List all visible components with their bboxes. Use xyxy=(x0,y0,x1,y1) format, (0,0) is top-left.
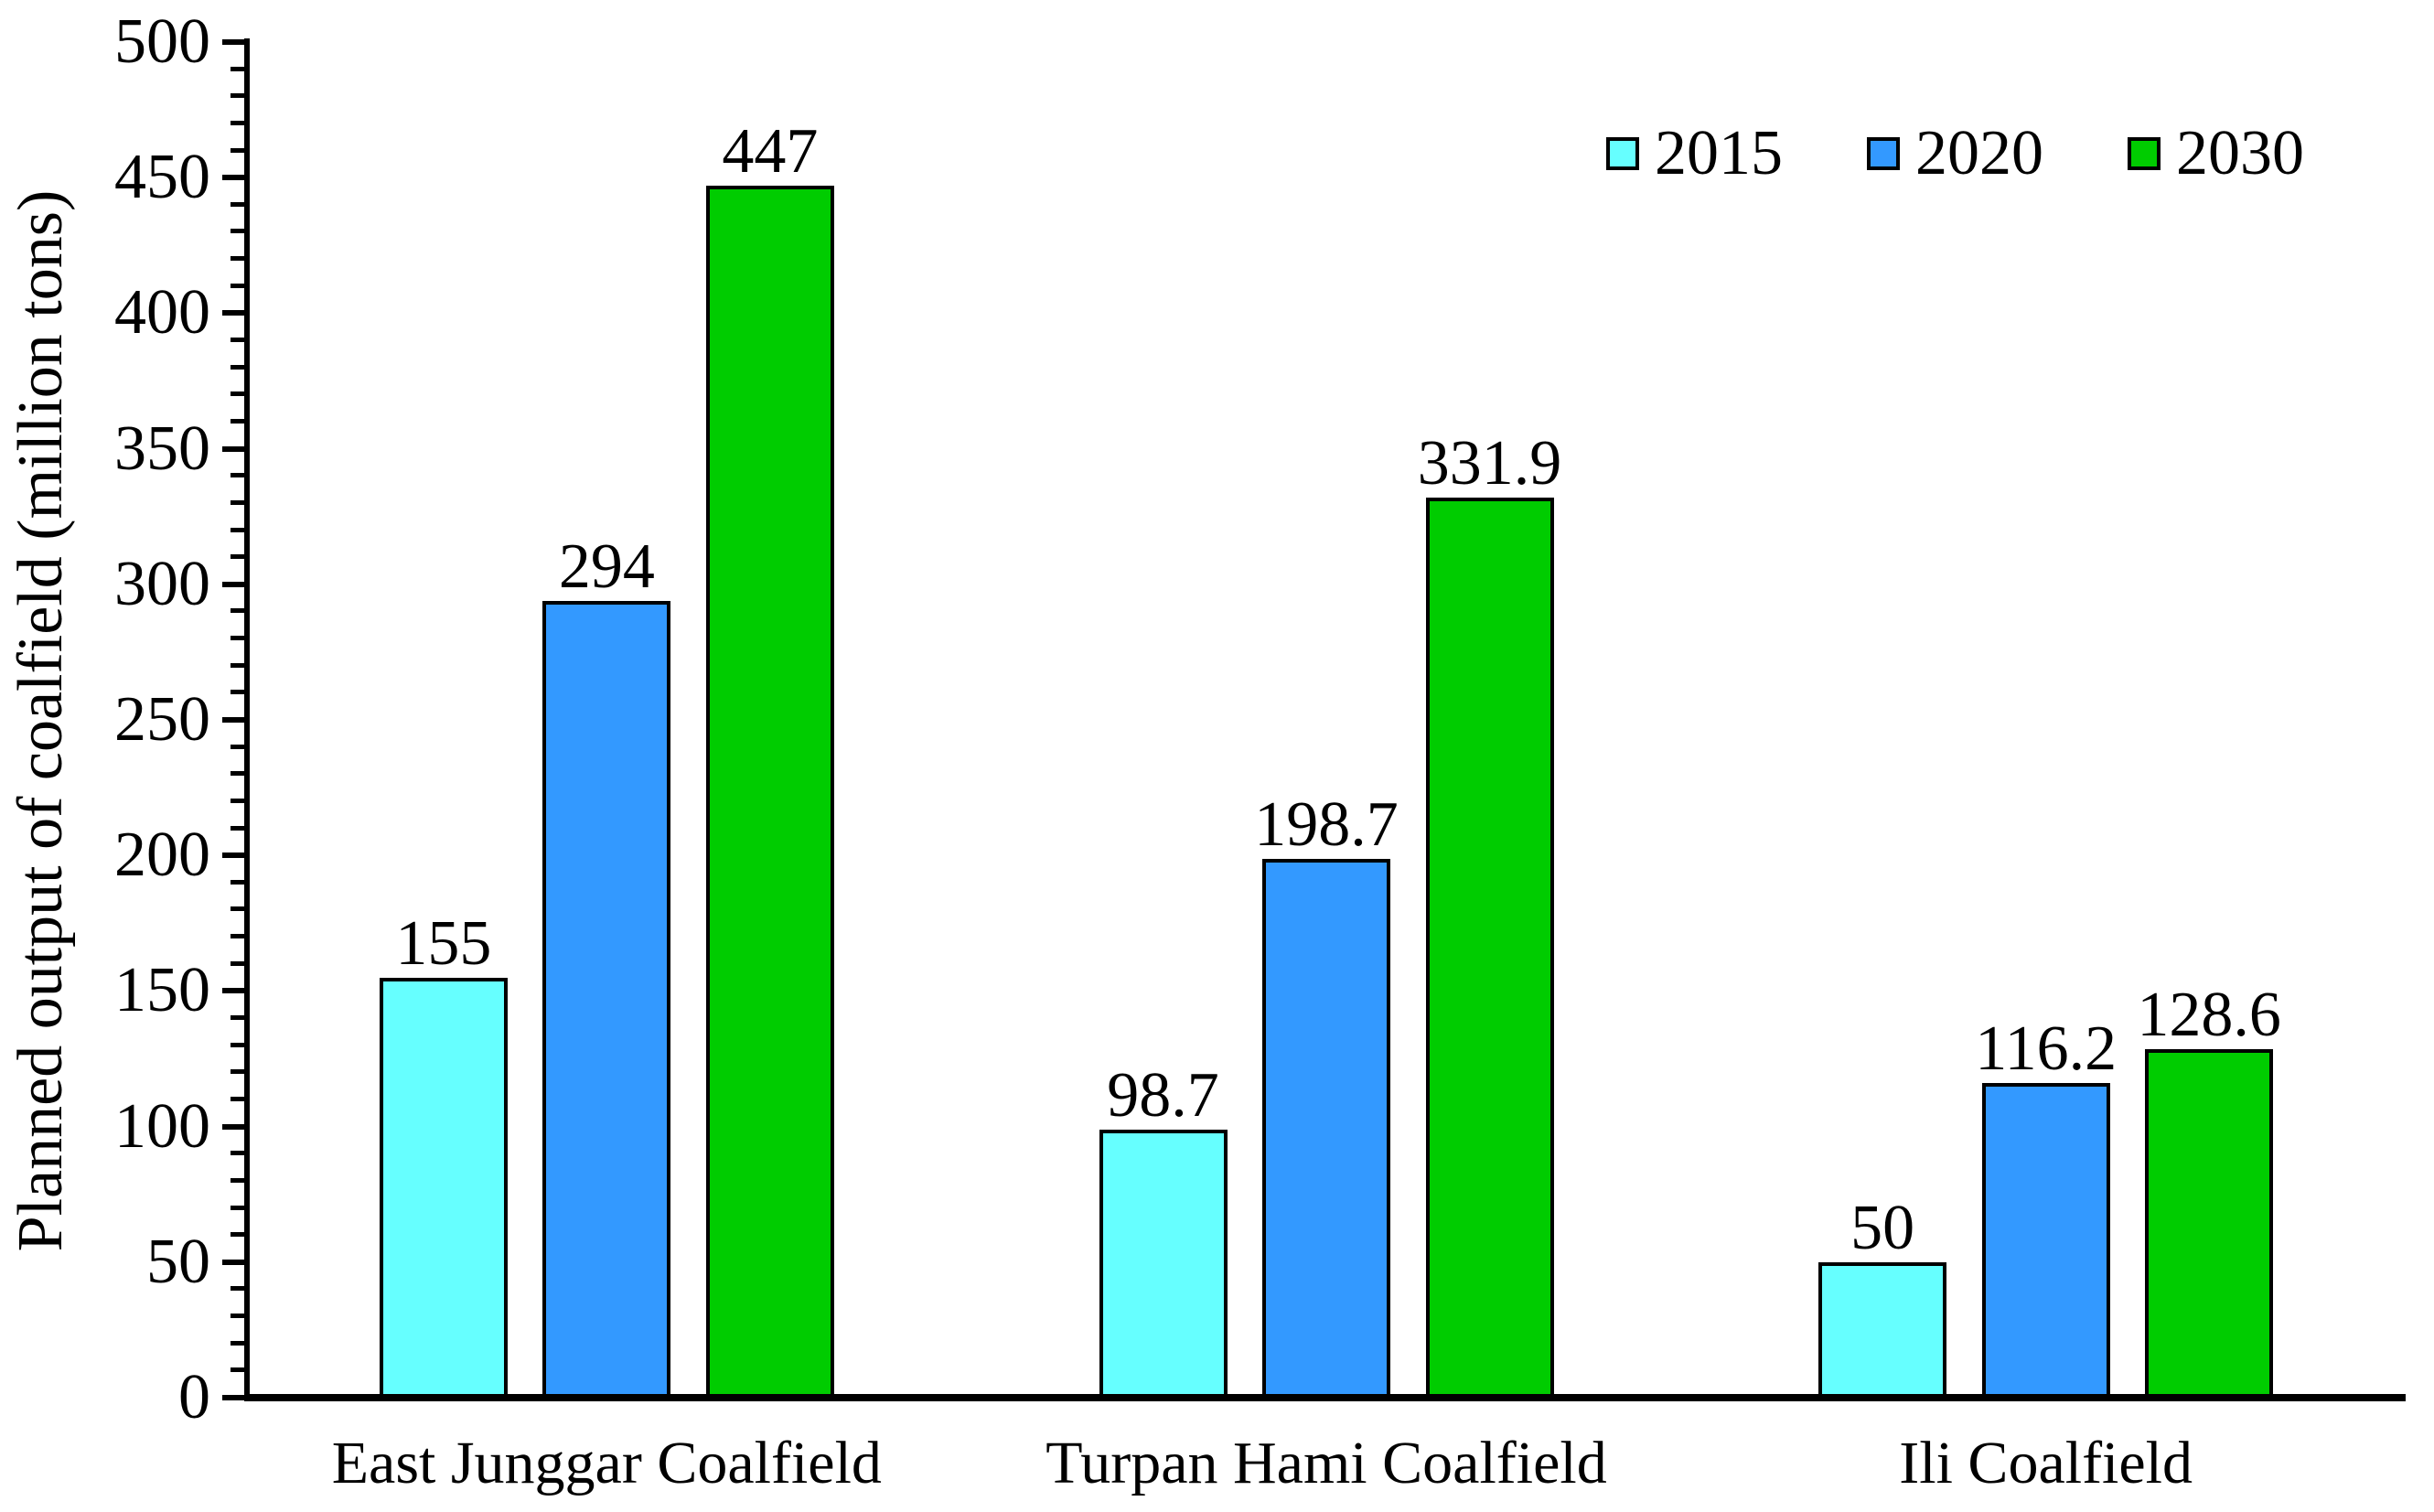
y-tick-label: 100 xyxy=(114,1090,210,1162)
legend-swatch-icon xyxy=(1606,137,1639,170)
legend: 2015 2020 2030 xyxy=(1606,122,2304,186)
y-major-tick xyxy=(222,175,247,181)
y-tick-label: 150 xyxy=(114,955,210,1026)
legend-label: 2015 xyxy=(1655,118,1783,188)
y-minor-tick xyxy=(231,1177,246,1183)
y-major-tick xyxy=(222,310,247,316)
bar-2020-turpan-hami-coalfield xyxy=(1262,859,1390,1398)
legend-label: 2030 xyxy=(2176,118,2304,188)
category-label: Turpan Hami Coalfield xyxy=(1045,1430,1607,1496)
y-minor-tick xyxy=(231,906,246,912)
category-label: Ili Coalfield xyxy=(1899,1430,2193,1496)
legend-label: 2020 xyxy=(1915,118,2043,188)
bar-value-label: 116.2 xyxy=(1975,1013,2118,1084)
bar-value-label: 331.9 xyxy=(1417,428,1562,499)
bar-value-label: 155 xyxy=(395,907,492,979)
y-minor-tick xyxy=(231,744,246,749)
bar-value-label: 98.7 xyxy=(1107,1060,1219,1131)
y-minor-tick xyxy=(231,636,246,641)
y-major-tick xyxy=(222,581,247,587)
bar-value-label: 128.6 xyxy=(2137,979,2281,1050)
y-tick-label: 450 xyxy=(114,142,210,213)
y-major-tick xyxy=(222,1395,247,1400)
y-minor-tick xyxy=(231,120,246,125)
y-tick-label: 0 xyxy=(178,1362,210,1432)
y-minor-tick xyxy=(231,879,246,885)
y-major-tick xyxy=(222,1259,247,1265)
y-minor-tick xyxy=(231,1015,246,1021)
bar-2015-east-junggar-coalfield xyxy=(379,977,508,1398)
y-minor-tick xyxy=(231,201,246,207)
y-minor-tick xyxy=(231,147,246,153)
y-axis-line xyxy=(244,38,250,1401)
y-minor-tick xyxy=(231,690,246,695)
y-minor-tick xyxy=(231,608,246,614)
y-minor-tick xyxy=(231,256,246,262)
y-minor-tick xyxy=(231,798,246,803)
y-minor-tick xyxy=(231,554,246,560)
bar-value-label: 50 xyxy=(1850,1192,1915,1263)
y-major-tick xyxy=(222,39,247,45)
category-label: East Junggar Coalfield xyxy=(331,1430,882,1496)
y-minor-tick xyxy=(231,771,246,777)
y-minor-tick xyxy=(231,364,246,370)
bar-value-label: 198.7 xyxy=(1254,789,1399,861)
bar-2030-east-junggar-coalfield xyxy=(705,186,834,1398)
y-minor-tick xyxy=(231,66,246,71)
legend-swatch-icon xyxy=(2128,137,2161,170)
y-minor-tick xyxy=(231,960,246,966)
y-minor-tick xyxy=(231,338,246,343)
bar-2020-ili-coalfield xyxy=(1981,1082,2110,1398)
y-minor-tick xyxy=(231,527,246,532)
legend-item-2015: 2015 xyxy=(1606,122,1783,186)
y-minor-tick xyxy=(231,934,246,939)
y-minor-tick xyxy=(231,825,246,831)
bar-2015-turpan-hami-coalfield xyxy=(1099,1130,1228,1398)
y-minor-tick xyxy=(231,473,246,478)
y-major-tick xyxy=(222,1123,247,1130)
bar-2015-ili-coalfield xyxy=(1818,1261,1947,1398)
y-minor-tick xyxy=(231,93,246,99)
bar-2030-turpan-hami-coalfield xyxy=(1425,498,1554,1398)
y-tick-label: 250 xyxy=(114,684,210,755)
y-tick-label: 500 xyxy=(114,6,210,77)
legend-item-2030: 2030 xyxy=(2128,122,2304,186)
y-minor-tick xyxy=(231,1042,246,1047)
y-minor-tick xyxy=(231,283,246,288)
legend-swatch-icon xyxy=(1867,137,1900,170)
bar-value-label: 447 xyxy=(722,116,819,188)
y-major-tick xyxy=(222,988,247,994)
bar-2030-ili-coalfield xyxy=(2145,1048,2274,1398)
y-minor-tick xyxy=(231,418,246,424)
y-tick-label: 400 xyxy=(114,277,210,349)
y-minor-tick xyxy=(231,1151,246,1156)
y-major-tick xyxy=(222,853,247,859)
y-tick-label: 200 xyxy=(114,820,210,891)
y-minor-tick xyxy=(231,1314,246,1319)
y-minor-tick xyxy=(231,391,246,397)
bar-2020-east-junggar-coalfield xyxy=(542,600,671,1398)
bar-value-label: 294 xyxy=(558,531,655,602)
y-tick-label: 50 xyxy=(146,1226,210,1297)
y-minor-tick xyxy=(231,1340,246,1346)
y-minor-tick xyxy=(231,499,246,505)
y-minor-tick xyxy=(231,1096,246,1101)
legend-item-2020: 2020 xyxy=(1867,122,2043,186)
y-major-tick xyxy=(222,717,247,723)
y-minor-tick xyxy=(231,229,246,234)
y-minor-tick xyxy=(231,1205,246,1210)
y-tick-label: 350 xyxy=(114,413,210,484)
y-minor-tick xyxy=(231,1286,246,1292)
y-major-tick xyxy=(222,445,247,452)
y-minor-tick xyxy=(231,1232,246,1238)
y-minor-tick xyxy=(231,1069,246,1075)
y-tick-label: 300 xyxy=(114,548,210,619)
y-minor-tick xyxy=(231,1367,246,1373)
x-axis-line xyxy=(244,1394,2406,1401)
y-minor-tick xyxy=(231,662,246,668)
